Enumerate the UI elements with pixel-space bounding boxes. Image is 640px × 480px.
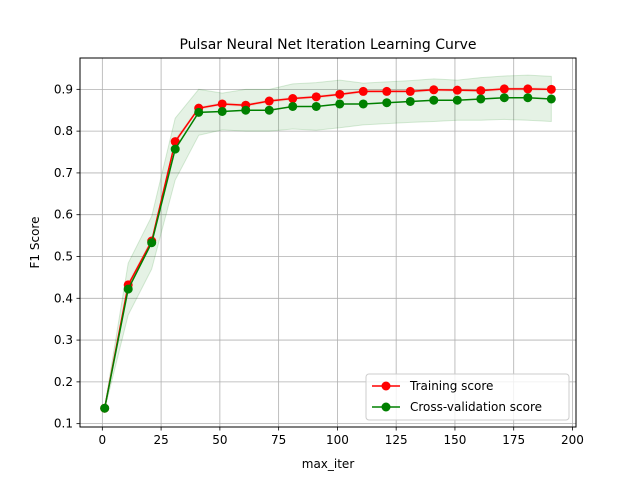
cross-validation-score-point (546, 94, 556, 104)
y-tick-label: 0.5 (54, 249, 73, 263)
cross-validation-score-point (100, 403, 110, 413)
confidence-bands (104, 74, 552, 410)
legend-box (365, 373, 570, 421)
x-tick-label: 125 (385, 433, 408, 447)
plot-frame (79, 57, 577, 428)
x-tick-label: 200 (561, 433, 584, 447)
training-score-point (546, 84, 556, 94)
cross-validation-score-point (523, 93, 533, 103)
training-score-point (499, 84, 509, 94)
cross-validation-score-point (147, 238, 157, 248)
legend-cv-label: Cross-validation score (410, 400, 542, 414)
y-tick-label: 0.7 (54, 166, 73, 180)
x-tick-label: 150 (443, 433, 466, 447)
x-axis-title: max_iter (302, 457, 355, 471)
cross-validation-band (104, 74, 552, 410)
legend-training-marker (381, 381, 391, 391)
data-series (100, 84, 556, 413)
training-score-point (170, 137, 180, 147)
cross-validation-score-point (476, 94, 486, 104)
x-tick-label: 0 (99, 433, 107, 447)
y-tick-label: 0.9 (54, 82, 73, 96)
training-score-point (311, 92, 321, 102)
training-score-point (358, 86, 368, 96)
training-score-point (217, 99, 227, 109)
training-score-point (382, 86, 392, 96)
training-score-point (264, 96, 274, 106)
training-score-point (405, 86, 415, 96)
y-tick-label: 0.2 (54, 375, 73, 389)
y-tick-label: 0.1 (54, 417, 73, 431)
training-score-point (476, 86, 486, 96)
y-axis-title: F1 Score (28, 217, 42, 269)
cross-validation-score-point (405, 96, 415, 106)
cross-validation-score-point (241, 105, 251, 115)
axis-ticks: 0 25 50 75 100 125 150 175 200 0.1 0.2 0.3 0.4 0.5 0.6… (54, 82, 584, 447)
x-tick-label: 50 (212, 433, 227, 447)
cross-validation-score-point (264, 105, 274, 115)
legend-training-label: Training score (409, 379, 493, 393)
cross-validation-score-point (499, 93, 509, 103)
training-score-point (335, 89, 345, 99)
x-tick-label: 100 (326, 433, 349, 447)
cross-validation-score-point (311, 101, 321, 111)
training-score-point (523, 84, 533, 94)
cross-validation-score-point (429, 95, 439, 105)
cross-validation-score-point (217, 106, 227, 116)
y-tick-label: 0.3 (54, 333, 73, 347)
legend: Training score Cross-validation score (365, 373, 570, 421)
training-score-point (429, 85, 439, 95)
cross-validation-score-point (358, 99, 368, 109)
cross-validation-score-point (452, 95, 462, 105)
y-tick-label: 0.8 (54, 124, 73, 138)
cross-validation-score-point (194, 107, 204, 117)
y-tick-label: 0.6 (54, 208, 73, 222)
x-tick-label: 25 (153, 433, 168, 447)
cross-validation-score-point (288, 101, 298, 111)
cross-validation-score-point (123, 284, 133, 294)
cross-validation-score-point (170, 144, 180, 154)
x-tick-label: 175 (502, 433, 525, 447)
training-score-point (452, 85, 462, 95)
training-score-point (288, 94, 298, 104)
y-tick-label: 0.4 (54, 291, 73, 305)
x-tick-label: 75 (271, 433, 286, 447)
cross-validation-score-point (382, 98, 392, 108)
cross-validation-score-point (335, 99, 345, 109)
legend-cv-marker (381, 402, 391, 412)
chart-title: Pulsar Neural Net Iteration Learning Cur… (179, 37, 476, 53)
